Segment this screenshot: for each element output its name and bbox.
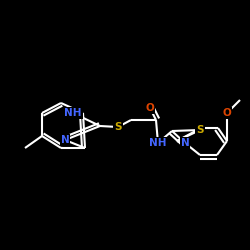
Text: S: S: [196, 125, 204, 135]
Text: NH: NH: [149, 138, 167, 148]
Text: S: S: [114, 122, 122, 132]
Text: N: N: [180, 138, 190, 148]
Text: O: O: [146, 103, 154, 113]
Text: NH: NH: [64, 108, 82, 118]
Text: O: O: [223, 108, 232, 118]
Text: N: N: [60, 135, 70, 145]
